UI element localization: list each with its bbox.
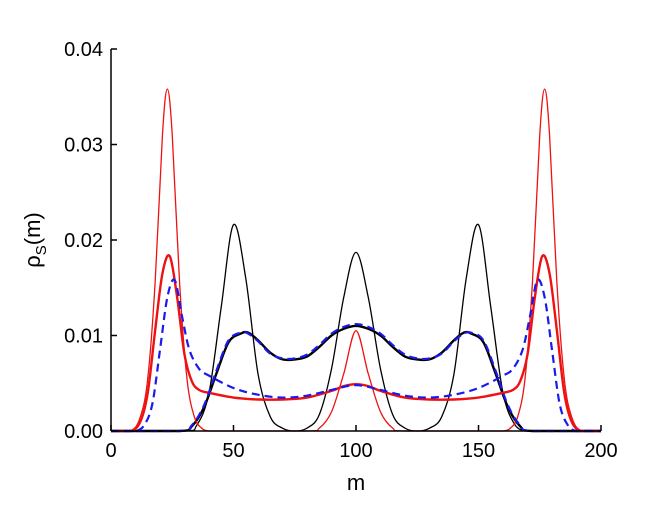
series-line-1 (111, 223, 601, 432)
series-layer (111, 88, 601, 433)
y-axis-label-group: ρS(m) (20, 212, 50, 268)
svg-text:ρS(m): ρS(m) (20, 212, 50, 268)
x-tick-label: 0 (105, 440, 116, 462)
y-tick-label: 0.04 (64, 39, 103, 61)
y-axis-label-arg: (m) (20, 212, 45, 245)
axes-layer (110, 49, 601, 432)
y-axis-label-rho: ρ (20, 255, 45, 268)
series-line-3 (111, 88, 601, 432)
series-line-2 (111, 324, 601, 433)
y-tick-label: 0.02 (64, 230, 103, 252)
ticks-layer: 0 50 100 150 200 0.00 0.01 0.02 0.03 0.04 (64, 39, 618, 462)
x-tick-label: 150 (462, 440, 495, 462)
x-tick-label: 200 (584, 440, 617, 462)
series-line-4 (111, 254, 601, 433)
y-tick-label: 0.01 (64, 326, 103, 348)
x-tick-label: 50 (222, 440, 244, 462)
y-axis-label-sub: S (33, 245, 50, 255)
y-tick-label: 0.00 (64, 421, 103, 443)
series-line-5 (111, 278, 601, 433)
series-line-6 (111, 322, 601, 433)
y-tick-label: 0.03 (64, 135, 103, 157)
x-tick-label: 100 (339, 440, 372, 462)
x-axis-label: m (347, 470, 365, 495)
